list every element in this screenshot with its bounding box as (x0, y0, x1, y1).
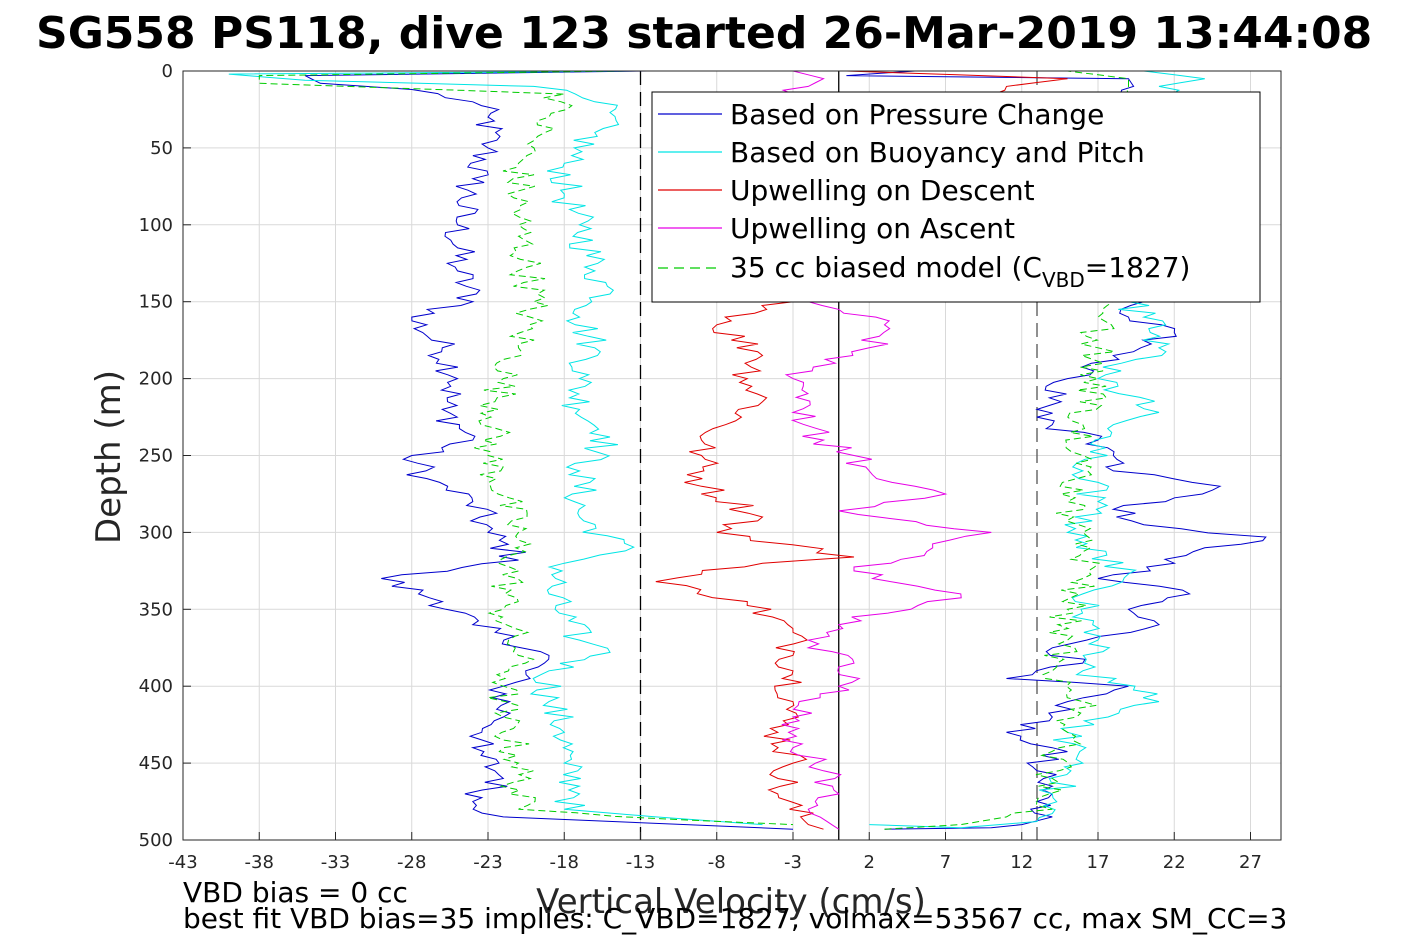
x-tick-label: -43 (168, 852, 197, 873)
legend-entry-pressure-change: Based on Pressure Change (658, 98, 1104, 131)
legend-box (651, 91, 1261, 303)
series-line-2 (228, 71, 763, 826)
y-tick-label: 150 (139, 292, 173, 313)
chart-title: SG558 PS118, dive 123 started 26-Mar-201… (36, 8, 1372, 59)
legend-entry-upwelling-ascent: Upwelling on Ascent (658, 212, 1015, 245)
x-tick-label: 7 (940, 852, 951, 873)
x-tick-label: -38 (245, 852, 274, 873)
best-fit-note: best fit VBD bias=35 implies: C_VBD=1827… (183, 902, 1287, 935)
x-tick-label: 17 (1087, 852, 1110, 873)
x-tick-label: 22 (1163, 852, 1186, 873)
x-tick-labels: -43 -38 -33 -28 -23 -18 -13 -8 -3 2 7 12 17 22 27 (168, 832, 1262, 873)
x-tick-label: -8 (708, 852, 726, 873)
y-tick-label: 500 (139, 830, 173, 851)
y-axis-label: Depth (m) (89, 370, 129, 544)
series-line-0 (304, 71, 794, 830)
y-tick-label: 450 (139, 753, 173, 774)
y-tick-label: 400 (139, 676, 173, 697)
y-tick-label: 250 (139, 446, 173, 467)
legend: Based on Pressure Change Based on Buoyan… (651, 91, 1261, 303)
x-tick-label: -3 (784, 852, 802, 873)
x-tick-label: 12 (1010, 852, 1033, 873)
legend-label-biased-model: 35 cc biased model (CVBD=1827) (730, 251, 1190, 292)
y-tick-label: 300 (139, 522, 173, 543)
x-tick-label: -13 (626, 852, 655, 873)
x-tick-label: -33 (321, 852, 350, 873)
y-tick-label: 350 (139, 599, 173, 620)
y-tick-label: 0 (162, 61, 173, 82)
x-tick-label: 2 (864, 852, 875, 873)
y-tick-label: 100 (139, 215, 173, 236)
x-axis-label: Vertical Velocity (cm/s) (536, 882, 926, 922)
legend-label-pressure-change: Based on Pressure Change (730, 98, 1104, 131)
legend-entry-buoyancy-pitch: Based on Buoyancy and Pitch (658, 136, 1145, 169)
x-tick-label: -28 (397, 852, 426, 873)
x-tick-label: -18 (550, 852, 579, 873)
legend-label-upwelling-descent: Upwelling on Descent (730, 174, 1035, 207)
legend-entry-biased-model: 35 cc biased model (CVBD=1827) (658, 251, 1190, 292)
y-tick-label: 50 (150, 138, 173, 159)
series-line-6 (258, 71, 794, 826)
legend-label-buoyancy-pitch: Based on Buoyancy and Pitch (730, 136, 1145, 169)
x-tick-label: 27 (1239, 852, 1262, 873)
legend-label-upwelling-ascent: Upwelling on Ascent (730, 212, 1015, 245)
x-tick-label: -23 (473, 852, 502, 873)
y-tick-label: 200 (139, 369, 173, 390)
y-tick-labels: 0 50 100 150 200 250 300 350 400 450 500 (139, 61, 191, 851)
vbd-bias-note: VBD bias = 0 cc (183, 876, 408, 909)
legend-entry-upwelling-descent: Upwelling on Descent (658, 174, 1035, 207)
